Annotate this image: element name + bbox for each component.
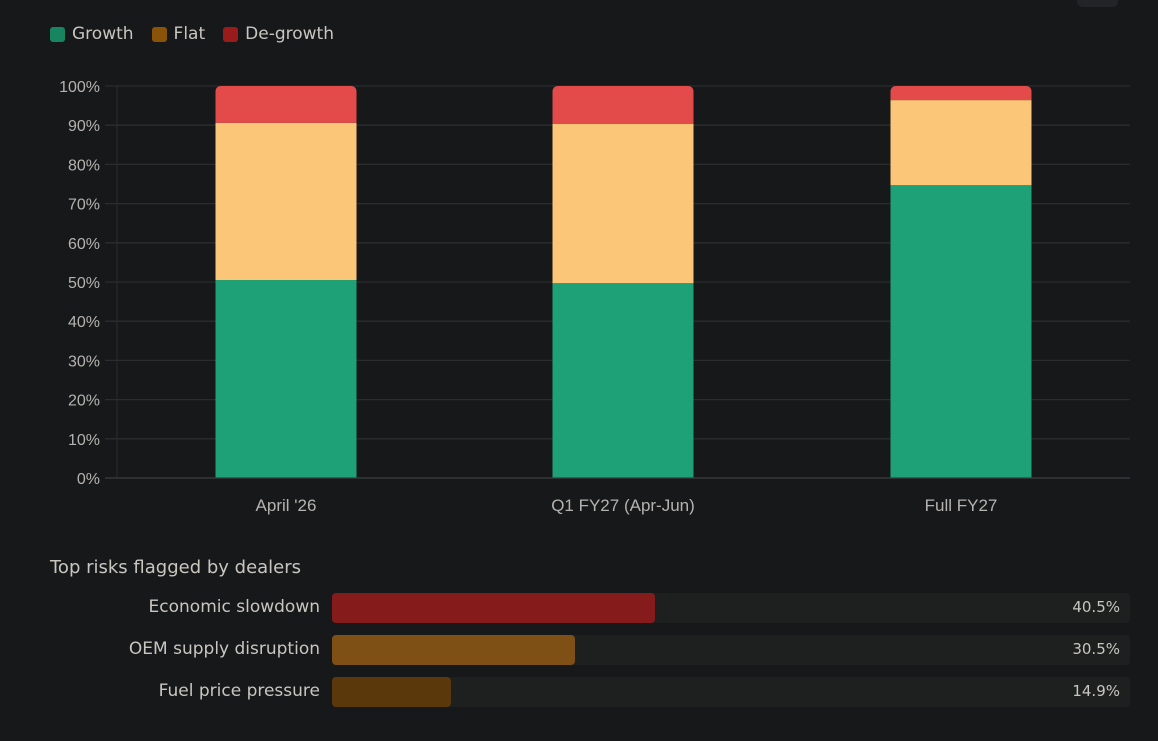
risk-label: Fuel price pressure: [158, 681, 320, 701]
risk-value: 14.9%: [1072, 682, 1120, 700]
toolbar-button[interactable]: [1077, 0, 1118, 7]
y-tick-label: 60%: [68, 236, 100, 253]
y-tick-label: 70%: [68, 197, 100, 214]
bar-segment-flat: [215, 122, 357, 281]
bar-segment-de-growth: [552, 86, 694, 125]
risk-bar-track: [332, 635, 1130, 665]
y-tick-label: 30%: [68, 353, 100, 370]
legend-label: De-growth: [245, 24, 334, 44]
bar-segment-growth: [215, 280, 357, 478]
risk-label: Economic slowdown: [148, 597, 320, 617]
bar-segment-growth: [552, 283, 694, 478]
legend-label: Growth: [72, 24, 134, 44]
risk-value: 40.5%: [1072, 598, 1120, 616]
legend-swatch: [223, 26, 239, 42]
risk-bar-fill: [332, 635, 576, 665]
risk-bar-track: [332, 593, 1130, 623]
bar-segment-de-growth: [215, 86, 357, 123]
stacked-bar-chart: 0% 10% 20% 30% 40% 50% 60% 70% 80% 90% 100% April '…: [59, 79, 1130, 515]
bar-segment-flat: [890, 100, 1032, 186]
legend-item-flat[interactable]: Flat: [151, 24, 206, 44]
y-tick-label: 20%: [68, 393, 100, 410]
x-tick-label: April '26: [256, 496, 317, 515]
legend-label: Flat: [173, 24, 206, 44]
risk-bar-track: [332, 677, 1130, 707]
bar-segment-growth: [890, 185, 1032, 478]
risks-title: Top risks flagged by dealers: [50, 557, 302, 578]
y-tick-label: 50%: [68, 275, 100, 292]
legend-swatch: [151, 26, 167, 42]
risk-value: 30.5%: [1072, 640, 1120, 658]
legend-item-growth[interactable]: Growth: [50, 24, 134, 44]
bar-segment-flat: [552, 124, 694, 284]
legend-item-degrowth[interactable]: De-growth: [223, 24, 334, 44]
y-tick-label: 80%: [68, 157, 100, 174]
y-tick-label: 10%: [68, 432, 100, 449]
y-tick-label: 40%: [68, 314, 100, 331]
y-tick-label: 0%: [77, 471, 100, 488]
chart-legend: Growth Flat De-growth: [50, 24, 334, 44]
risk-row: Fuel price pressure 14.9%: [0, 677, 1158, 707]
x-tick-label: Full FY27: [925, 496, 998, 515]
y-tick-label: 100%: [59, 79, 100, 96]
x-tick-label: Q1 FY27 (Apr-Jun): [551, 496, 695, 515]
risk-bar-fill: [332, 593, 656, 623]
risk-label: OEM supply disruption: [128, 639, 320, 659]
risk-bar-fill: [332, 677, 451, 707]
risk-row: OEM supply disruption 30.5%: [0, 635, 1158, 665]
risk-row: Economic slowdown 40.5%: [0, 593, 1158, 623]
legend-swatch: [50, 26, 65, 42]
bar-segment-de-growth: [890, 86, 1032, 101]
y-tick-label: 90%: [68, 118, 100, 135]
